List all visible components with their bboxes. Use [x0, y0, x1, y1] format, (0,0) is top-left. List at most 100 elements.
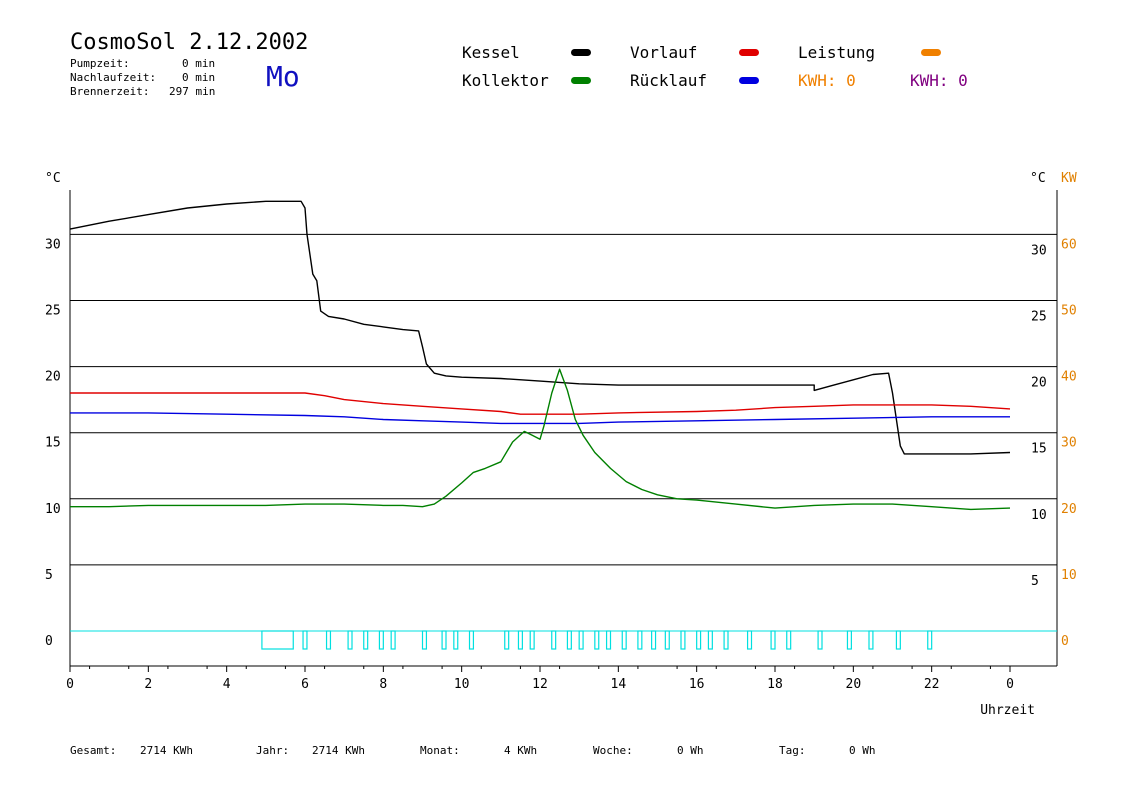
y-tick-label-kw: 50 [1061, 304, 1077, 319]
stat-value: 0 min [182, 57, 216, 70]
pump-pulse [378, 630, 384, 650]
legend-kwh-second: KWH: 0 [910, 71, 968, 90]
weekday-label: Mo [266, 60, 300, 93]
stat-label: Pumpzeit: [70, 57, 130, 70]
y-tick-label-right: 5 [1031, 574, 1039, 589]
footer-label: Tag: [779, 744, 806, 757]
pump-pulse [696, 630, 702, 650]
legend-kwh-leistung: KWH: 0 [798, 71, 856, 90]
pump-pulse [363, 630, 369, 650]
chart-title: CosmoSol 2.12.2002 [70, 30, 309, 55]
footer-gesamt: Gesamt: 2714 KWh [70, 744, 193, 757]
x-tick-label: 0 [66, 677, 74, 692]
x-tick-label: 10 [454, 677, 470, 692]
x-axis-label: Uhrzeit [980, 703, 1035, 718]
y-tick-label-kw: 30 [1061, 436, 1077, 451]
x-tick-label: 12 [532, 677, 548, 692]
series-line-kessel [69, 200, 1011, 455]
x-tick-label: 6 [301, 677, 309, 692]
legend-kessel-swatch [571, 49, 591, 56]
stat-label: Brennerzeit: [70, 85, 150, 98]
y-tick-label-left: 25 [45, 304, 61, 319]
pump-pulse [261, 630, 294, 650]
x-tick-label: 16 [689, 677, 705, 692]
y-axis-label-right: °C [1030, 171, 1046, 186]
footer-label: Gesamt: [70, 744, 117, 757]
footer-woche: Woche: 0 Wh [593, 744, 704, 757]
pump-pulse [551, 630, 557, 650]
x-tick-label: 20 [846, 677, 862, 692]
footer-monat: Monat: 4 KWh [420, 744, 537, 757]
footer-value: 0 Wh [677, 744, 704, 757]
stat-brennerzeit: Brennerzeit: 297 min [70, 85, 215, 99]
pump-pulse [468, 630, 475, 650]
footer-value: 0 Wh [849, 744, 876, 757]
legend-leistung-label: Leistung [798, 43, 876, 62]
pump-pulse [421, 630, 428, 650]
pump-pulse [347, 630, 353, 650]
footer-value: 2714 KWh [140, 744, 193, 757]
pump-pulse [868, 630, 874, 650]
pump-pulse [605, 630, 612, 650]
y-tick-label-left: 20 [45, 370, 61, 385]
pump-pulse [707, 630, 713, 650]
footer-jahr: Jahr: 2714 KWh [256, 744, 365, 757]
pump-pulse [723, 630, 729, 650]
legend-kessel-label: Kessel [462, 43, 520, 62]
stat-value: 297 min [169, 85, 216, 98]
stat-nachlaufzeit: Nachlaufzeit: 0 min [70, 71, 215, 85]
x-tick-label: 2 [144, 677, 152, 692]
y-tick-label-left: 0 [45, 634, 53, 649]
x-tick-label: 0 [1006, 677, 1014, 692]
y-tick-label-right: 20 [1031, 376, 1047, 391]
pump-pulse [517, 630, 523, 650]
pump-pulse [578, 630, 584, 650]
footer-tag: Tag: 0 Wh [779, 744, 876, 757]
y-tick-label-left: 10 [45, 502, 61, 517]
y-tick-label-left: 5 [45, 568, 53, 583]
legend-kollektor-label: Kollektor [462, 71, 549, 90]
stat-value: 0 min [182, 71, 216, 84]
pump-pulse [895, 630, 901, 650]
pump-pulse [637, 630, 643, 650]
y-tick-label-right: 10 [1031, 508, 1047, 523]
y-tick-label-kw: 0 [1061, 634, 1069, 649]
pump-pulse [846, 630, 852, 650]
y-tick-label-kw: 20 [1061, 502, 1077, 517]
footer-label: Monat: [420, 744, 460, 757]
series-line-vorlauf [70, 392, 1011, 415]
legend-ruecklauf-label: Rücklauf [630, 71, 708, 90]
x-tick-label: 8 [379, 677, 387, 692]
y-axis-label-kw: KW [1061, 171, 1077, 186]
pump-pulse [390, 630, 396, 650]
pump-pulse [680, 630, 686, 650]
y-tick-label-kw: 10 [1061, 568, 1077, 583]
pump-pulse [441, 630, 447, 650]
pump-pulse [504, 630, 510, 650]
pump-pulse [566, 630, 572, 650]
y-tick-label-kw: 60 [1061, 237, 1077, 252]
stat-pumpzeit: Pumpzeit: 0 min [70, 57, 215, 71]
pump-pulse [786, 630, 792, 650]
legend-leistung-swatch [921, 49, 941, 56]
stat-label: Nachlaufzeit: [70, 71, 157, 84]
footer-label: Jahr: [256, 744, 290, 757]
series-line-kollektor [70, 368, 1011, 511]
pump-pulse [664, 630, 670, 650]
footer-value: 4 KWh [504, 744, 538, 757]
pump-pulse [302, 630, 308, 650]
pump-pulse [453, 630, 459, 650]
x-tick-label: 14 [611, 677, 627, 692]
footer-label: Woche: [593, 744, 633, 757]
y-axis-label-left: °C [45, 171, 61, 186]
y-tick-label-kw: 40 [1061, 370, 1077, 385]
legend-vorlauf-swatch [739, 49, 759, 56]
y-tick-label-right: 15 [1031, 442, 1047, 457]
pump-pulse [529, 630, 535, 650]
legend-vorlauf-label: Vorlauf [630, 43, 698, 62]
pump-pulse [651, 630, 657, 650]
pump-pulse [927, 630, 933, 650]
pump-pulse [325, 630, 332, 650]
pump-pulse [770, 630, 776, 650]
